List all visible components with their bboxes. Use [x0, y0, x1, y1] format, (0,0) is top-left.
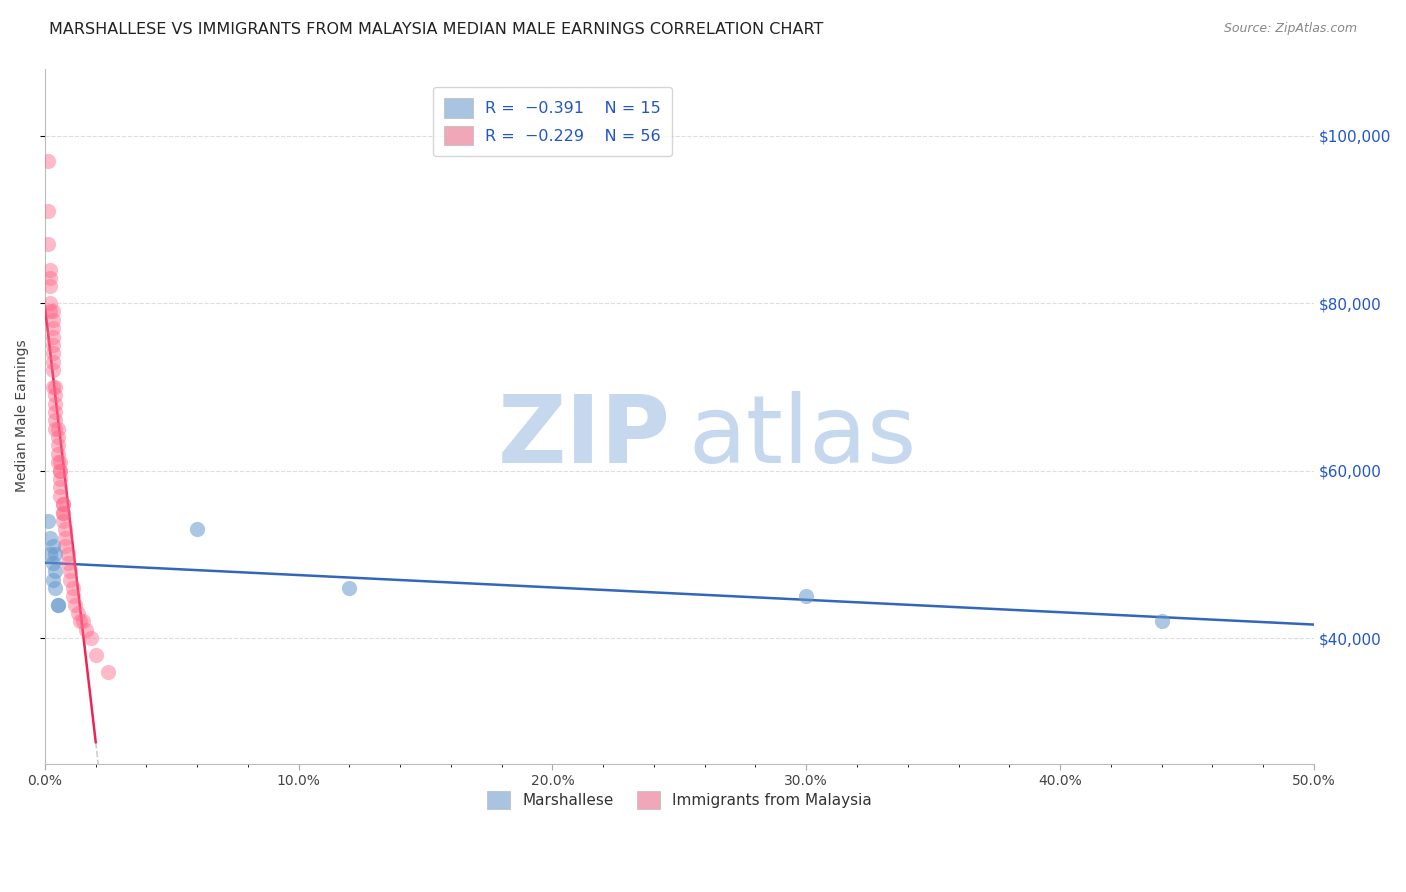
Point [186, 522, 208, 536]
Point [59, 564, 82, 578]
Point [56, 556, 79, 570]
Point [79, 631, 101, 645]
Point [46, 598, 69, 612]
Point [41, 380, 63, 394]
Point [39, 262, 62, 277]
Point [39, 531, 62, 545]
Point [44, 581, 66, 595]
Point [44, 413, 66, 427]
Point [41, 321, 63, 335]
Point [41, 329, 63, 343]
Point [97, 665, 120, 679]
Point [41, 304, 63, 318]
Point [53, 522, 76, 536]
Point [46, 430, 69, 444]
Point [52, 497, 75, 511]
Point [39, 548, 62, 562]
Point [1150, 615, 1173, 629]
Point [52, 497, 75, 511]
Point [59, 573, 82, 587]
Point [39, 279, 62, 293]
Point [44, 564, 66, 578]
Point [56, 548, 79, 562]
Point [46, 598, 69, 612]
Point [44, 380, 66, 394]
Point [46, 422, 69, 436]
Point [46, 455, 69, 469]
Point [37, 153, 59, 168]
Point [39, 271, 62, 285]
Point [75, 623, 97, 637]
Point [46, 438, 69, 452]
Text: MARSHALLESE VS IMMIGRANTS FROM MALAYSIA MEDIAN MALE EARNINGS CORRELATION CHART: MARSHALLESE VS IMMIGRANTS FROM MALAYSIA … [49, 22, 824, 37]
Point [41, 338, 63, 352]
Point [44, 405, 66, 419]
Point [62, 581, 84, 595]
Point [65, 598, 87, 612]
Point [52, 506, 75, 520]
Point [37, 203, 59, 218]
Text: ZIP: ZIP [498, 391, 671, 483]
Point [49, 464, 72, 478]
Point [44, 396, 66, 410]
Point [41, 355, 63, 369]
Point [49, 489, 72, 503]
Point [52, 514, 75, 528]
Point [41, 539, 63, 553]
Point [37, 514, 59, 528]
Point [62, 589, 84, 603]
Legend: Marshallese, Immigrants from Malaysia: Marshallese, Immigrants from Malaysia [481, 784, 877, 815]
Point [52, 506, 75, 520]
Point [46, 447, 69, 461]
Point [53, 531, 76, 545]
Point [44, 548, 66, 562]
Point [41, 556, 63, 570]
Point [339, 581, 361, 595]
Point [794, 589, 817, 603]
Point [84, 648, 107, 662]
Point [69, 615, 91, 629]
Point [41, 346, 63, 360]
Point [44, 422, 66, 436]
Point [49, 455, 72, 469]
Point [37, 237, 59, 252]
Point [41, 573, 63, 587]
Point [39, 304, 62, 318]
Point [44, 388, 66, 402]
Point [41, 313, 63, 327]
Point [72, 615, 94, 629]
Point [41, 363, 63, 377]
Y-axis label: Median Male Earnings: Median Male Earnings [15, 340, 30, 492]
Text: atlas: atlas [689, 391, 917, 483]
Point [53, 539, 76, 553]
Text: Source: ZipAtlas.com: Source: ZipAtlas.com [1223, 22, 1357, 36]
Point [49, 480, 72, 494]
Point [39, 296, 62, 310]
Point [49, 464, 72, 478]
Point [66, 606, 89, 620]
Point [49, 472, 72, 486]
